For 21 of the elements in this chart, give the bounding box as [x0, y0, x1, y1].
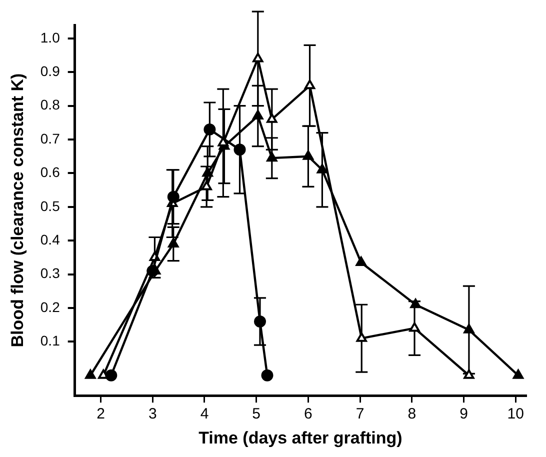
y-tick-label: 0.3 — [40, 265, 60, 282]
x-axis-title: Time (days after grafting) — [198, 428, 402, 448]
y-tick-label: 0.5 — [40, 198, 60, 214]
y-tick-label: 0.6 — [40, 164, 60, 180]
x-tick-label: 10 — [507, 406, 524, 423]
y-tick-label: 0.2 — [40, 298, 60, 315]
y-tick-label: 0.9 — [40, 63, 60, 80]
y-tick-label: 0.4 — [40, 231, 60, 248]
x-tick-label: 7 — [356, 406, 364, 423]
y-tick-label: 1.0 — [40, 29, 60, 46]
x-tick-label: 8 — [408, 406, 416, 423]
y-tick-label: 0.8 — [40, 96, 60, 113]
x-tick-label: 4 — [200, 406, 209, 423]
x-tick-label: 9 — [460, 406, 468, 423]
x-tick-label: 2 — [96, 406, 105, 423]
x-tick-label: 3 — [148, 406, 157, 423]
x-tick-label: 5 — [252, 406, 261, 423]
y-tick-label: 0.1 — [40, 332, 60, 349]
y-axis-title: Blood flow (clearance constant K) — [8, 73, 27, 348]
x-tick-label: 6 — [304, 406, 312, 423]
y-tick-label: 0.7 — [40, 130, 60, 146]
